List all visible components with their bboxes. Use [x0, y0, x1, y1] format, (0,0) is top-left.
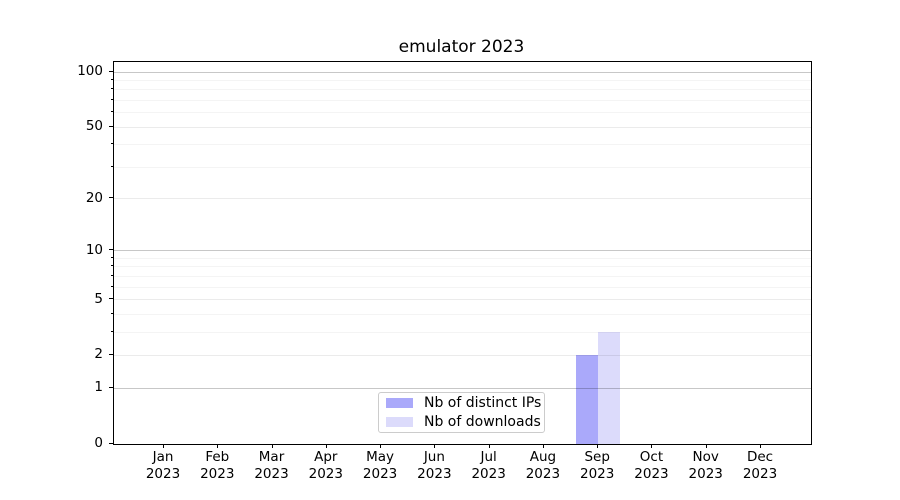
x-tick-mark-jun-2023	[434, 444, 436, 448]
gridline-y-minor-8	[114, 266, 811, 268]
x-tick-label-apr-2023: Apr 2023	[308, 449, 343, 482]
x-tick-mark-jan-2023	[163, 444, 164, 448]
y-minor-tick-mark-40	[111, 143, 113, 145]
gridline-y-5	[114, 299, 811, 301]
x-tick-mark-nov-2023	[705, 444, 707, 448]
x-tick-mark-sep-2023	[597, 444, 599, 448]
y-minor-tick-mark-60	[111, 111, 113, 113]
gridline-y-minor-3	[114, 331, 811, 333]
y-tick-label-10: 10	[85, 241, 103, 258]
legend-label-downloads: Nb of downloads	[424, 414, 541, 430]
bar-distinct-ips-sep-2023	[576, 355, 599, 444]
x-tick-mark-feb-2023	[217, 444, 219, 448]
legend-swatch-distinct-ips	[386, 398, 413, 408]
gridline-y-minor-9	[114, 257, 811, 259]
x-tick-mark-oct-2023	[651, 444, 653, 448]
y-minor-tick-mark-9	[111, 256, 113, 258]
y-minor-tick-mark-6	[111, 285, 113, 287]
x-tick-mark-dec-2023	[760, 444, 761, 448]
y-minor-tick-mark-30	[111, 165, 113, 167]
x-tick-label-sep-2023: Sep 2023	[579, 449, 615, 482]
y-tick-label-20: 20	[85, 189, 103, 206]
y-tick-label-2: 2	[94, 346, 103, 363]
plot-area	[113, 61, 812, 445]
y-minor-tick-mark-70	[111, 98, 113, 100]
x-tick-mark-aug-2023	[542, 444, 544, 448]
x-tick-label-feb-2023: Feb 2023	[200, 449, 235, 482]
x-tick-mark-jul-2023	[488, 444, 490, 448]
chart-title: emulator 2023	[398, 37, 525, 57]
y-tick-mark-20	[109, 197, 113, 199]
gridline-y-minor-4	[114, 313, 811, 315]
gridline-y-20	[114, 198, 811, 200]
x-tick-label-mar-2023: Mar 2023	[254, 449, 289, 482]
gridline-y-10	[114, 250, 811, 252]
gridline-y-minor-30	[114, 166, 811, 168]
gridline-y-2	[114, 354, 811, 356]
y-minor-tick-mark-80	[111, 88, 113, 90]
x-tick-label-jul-2023: Jul 2023	[471, 449, 506, 482]
y-minor-tick-mark-7	[111, 274, 113, 276]
y-tick-mark-1	[109, 386, 113, 388]
y-tick-label-1: 1	[94, 379, 103, 396]
gridline-y-100	[114, 71, 811, 73]
y-minor-tick-mark-90	[111, 78, 113, 80]
gridline-y-minor-60	[114, 112, 811, 114]
y-tick-mark-100	[109, 70, 113, 72]
x-tick-label-may-2023: May 2023	[362, 449, 398, 482]
x-tick-label-oct-2023: Oct 2023	[634, 449, 669, 482]
x-tick-mark-mar-2023	[271, 444, 273, 448]
y-tick-mark-2	[109, 353, 113, 355]
y-tick-mark-5	[109, 298, 113, 300]
x-tick-mark-may-2023	[380, 444, 382, 448]
x-tick-label-dec-2023: Dec 2023	[742, 449, 778, 482]
x-tick-mark-apr-2023	[325, 444, 327, 448]
y-tick-mark-50	[109, 125, 113, 127]
legend-swatch-downloads	[386, 417, 413, 427]
legend: Nb of distinct IPs Nb of downloads	[378, 392, 545, 433]
y-tick-label-50: 50	[85, 118, 103, 135]
x-tick-label-aug-2023: Aug 2023	[525, 449, 561, 482]
bar-downloads-sep-2023	[598, 332, 620, 444]
x-tick-label-nov-2023: Nov 2023	[688, 449, 723, 482]
gridline-y-minor-70	[114, 99, 811, 101]
y-minor-tick-mark-4	[111, 312, 113, 314]
gridline-y-minor-80	[114, 89, 811, 91]
y-tick-mark-10	[109, 249, 113, 251]
y-tick-mark-0	[109, 442, 113, 444]
gridline-y-1	[114, 387, 811, 389]
y-tick-label-0: 0	[94, 435, 103, 451]
y-minor-tick-mark-8	[111, 265, 113, 267]
gridline-y-minor-7	[114, 275, 811, 277]
gridline-y-minor-90	[114, 79, 811, 81]
legend-label-distinct-ips: Nb of distinct IPs	[424, 395, 542, 411]
gridline-y-50	[114, 126, 811, 128]
legend-entry-downloads: Nb of downloads	[386, 414, 544, 430]
x-tick-label-jan-2023: Jan 2023	[145, 449, 181, 482]
gridline-y-minor-40	[114, 144, 811, 146]
legend-entry-distinct-ips: Nb of distinct IPs	[386, 395, 544, 411]
y-minor-tick-mark-3	[111, 330, 113, 332]
y-tick-label-100: 100	[77, 63, 103, 79]
gridline-y-minor-6	[114, 286, 811, 288]
x-tick-label-jun-2023: Jun 2023	[417, 449, 452, 482]
y-tick-label-5: 5	[94, 290, 103, 307]
